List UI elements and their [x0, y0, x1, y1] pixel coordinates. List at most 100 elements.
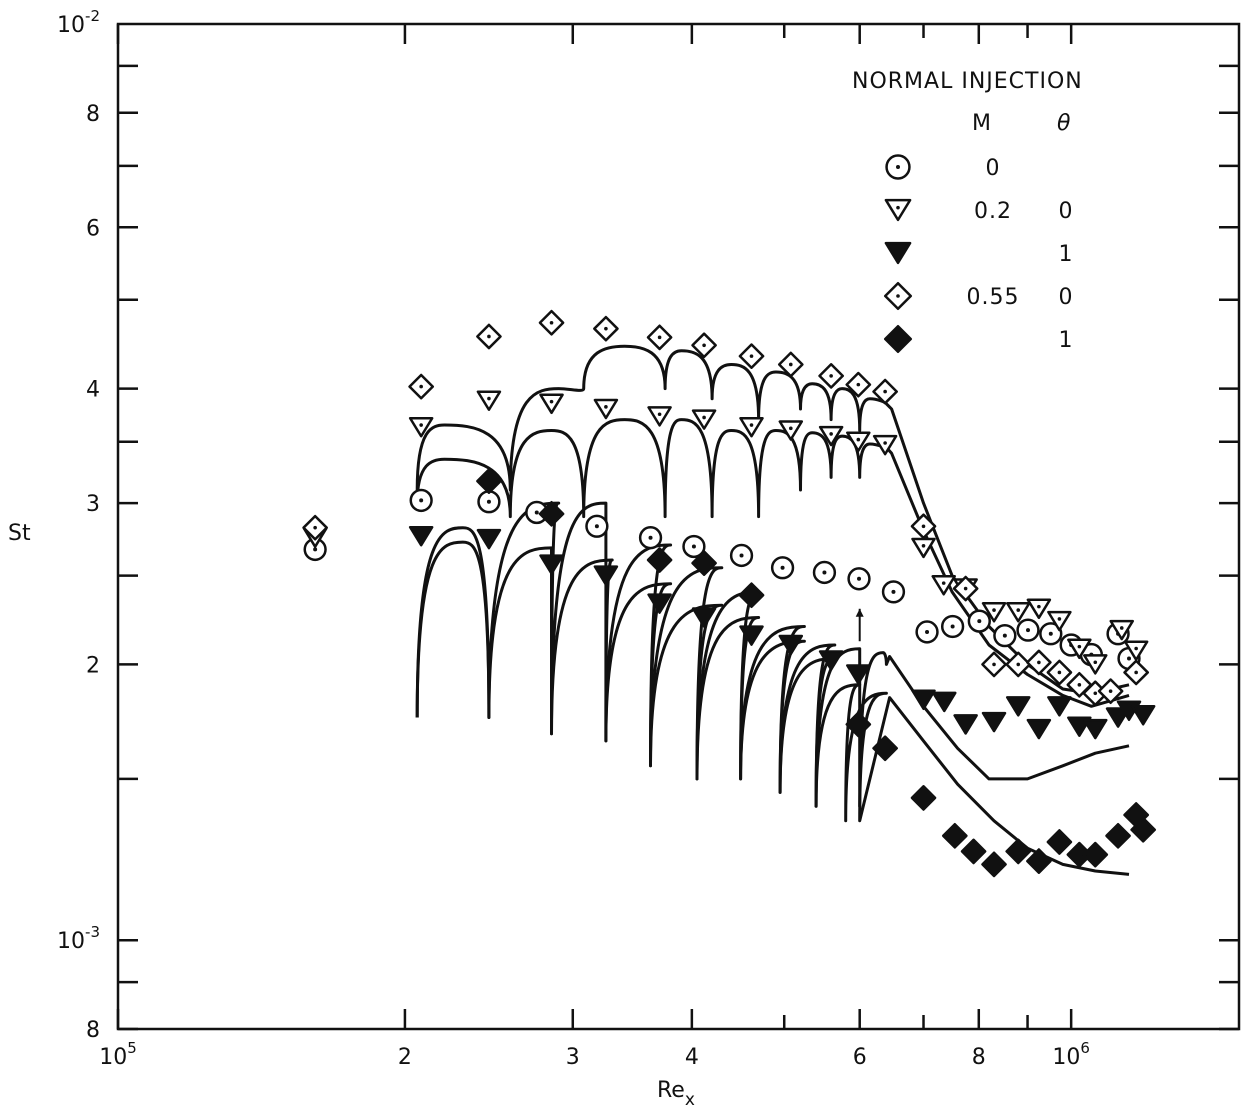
legend-entry: 1	[884, 241, 1074, 267]
data-point	[931, 575, 956, 596]
data-point	[910, 785, 937, 811]
data-point	[539, 554, 564, 575]
data-point-dot	[1026, 628, 1031, 633]
data-point	[1067, 638, 1092, 660]
data-point-dot	[1037, 660, 1041, 665]
data-point	[846, 431, 871, 452]
data-point-dot	[1057, 670, 1062, 675]
data-point	[647, 593, 672, 614]
data-point-dot	[977, 619, 982, 624]
data-point-dot	[313, 547, 318, 552]
data-point-dot	[992, 662, 996, 667]
data-point	[872, 434, 898, 456]
data-point-dot	[419, 384, 423, 389]
x-axis-label-base: Re	[657, 1078, 685, 1103]
legend-entries: 00.2 010.55 01	[883, 154, 1074, 354]
data-point-dot	[921, 524, 926, 529]
data-point	[1130, 816, 1157, 843]
data-point	[691, 409, 717, 430]
fit-curve	[415, 418, 1130, 708]
data-point-dot	[1119, 626, 1124, 630]
fit-curves	[415, 344, 1130, 876]
data-point	[778, 420, 804, 441]
data-point-dot	[921, 543, 926, 548]
data-point-dot	[992, 608, 996, 612]
data-point-dot	[419, 498, 424, 503]
data-point	[1047, 696, 1072, 717]
series-0	[303, 488, 1141, 671]
data-point	[739, 625, 764, 646]
data-point	[408, 525, 434, 547]
data-point-dot	[788, 362, 793, 367]
x-tick-label: 4	[685, 1045, 699, 1070]
legend-m-value: 0	[986, 156, 1001, 181]
data-point-dot	[749, 354, 754, 358]
data-point-dot	[925, 629, 930, 634]
data-point-dot	[829, 432, 833, 436]
data-point	[539, 393, 564, 415]
data-point-dot	[883, 441, 887, 445]
data-point-dot	[594, 524, 599, 529]
legend-theta-value: 0	[1059, 199, 1074, 224]
data-point-dot	[822, 570, 827, 575]
legend-theta-value: 1	[1059, 242, 1074, 267]
data-point	[1109, 619, 1134, 641]
data-point-dot	[739, 553, 744, 558]
data-point	[1123, 640, 1149, 661]
data-point-dot	[856, 437, 861, 442]
data-point-dot	[487, 334, 491, 339]
data-point-dot	[891, 589, 896, 594]
data-point	[1026, 848, 1052, 874]
y-axis-label: St	[8, 521, 31, 546]
data-point	[593, 565, 619, 586]
data-point-dot	[657, 412, 662, 417]
data-point-dot	[486, 499, 491, 504]
x-axis-label: Rex	[657, 1078, 695, 1110]
data-point-dot	[604, 326, 608, 331]
y-tick-label: 2	[86, 653, 100, 678]
x-tick-label: 105	[99, 1039, 137, 1070]
data-point	[1005, 838, 1032, 865]
arrow-head	[855, 608, 864, 617]
data-point-dot	[1016, 662, 1021, 667]
data-point	[846, 664, 871, 685]
data-point	[691, 550, 717, 576]
data-point-dot	[857, 576, 862, 581]
data-point	[476, 468, 502, 494]
legend-title: NORMAL INJECTION	[852, 69, 1083, 94]
data-point-dot	[419, 423, 423, 427]
y-tick-label: 8	[86, 102, 100, 127]
data-point	[1105, 822, 1131, 849]
data-point	[981, 711, 1007, 733]
y-tick-label: 8	[86, 1018, 100, 1043]
data-point	[872, 735, 898, 762]
data-point	[408, 416, 434, 438]
y-tick-label: 6	[86, 216, 100, 241]
axis-ticks	[116, 24, 1239, 1031]
data-point-dot	[657, 335, 662, 340]
data-point-dot	[941, 581, 946, 585]
data-point-dot	[487, 396, 491, 401]
data-point	[476, 390, 502, 411]
y-tick-label: 10-3	[57, 923, 100, 954]
fit-curve	[415, 540, 1130, 876]
data-point-dot	[313, 525, 317, 530]
data-point-dot	[1016, 608, 1021, 612]
data-point-dot	[1093, 660, 1098, 665]
legend-entry: 0.55 0	[883, 281, 1073, 311]
y-tick-label: 4	[86, 378, 100, 403]
y-tick-label: 10-2	[57, 7, 100, 38]
data-point-dot	[1037, 604, 1041, 609]
series-2	[408, 525, 1156, 740]
data-point-dot	[883, 389, 887, 394]
data-point	[911, 689, 936, 710]
series-4	[476, 468, 1157, 878]
data-point-dot	[749, 423, 754, 427]
data-point-dot	[780, 565, 785, 570]
data-point-dot	[1134, 646, 1138, 651]
plot-frame	[116, 22, 1241, 1031]
fit-curve	[415, 344, 1130, 695]
data-point	[953, 714, 978, 735]
data-point-dot	[1108, 689, 1113, 693]
